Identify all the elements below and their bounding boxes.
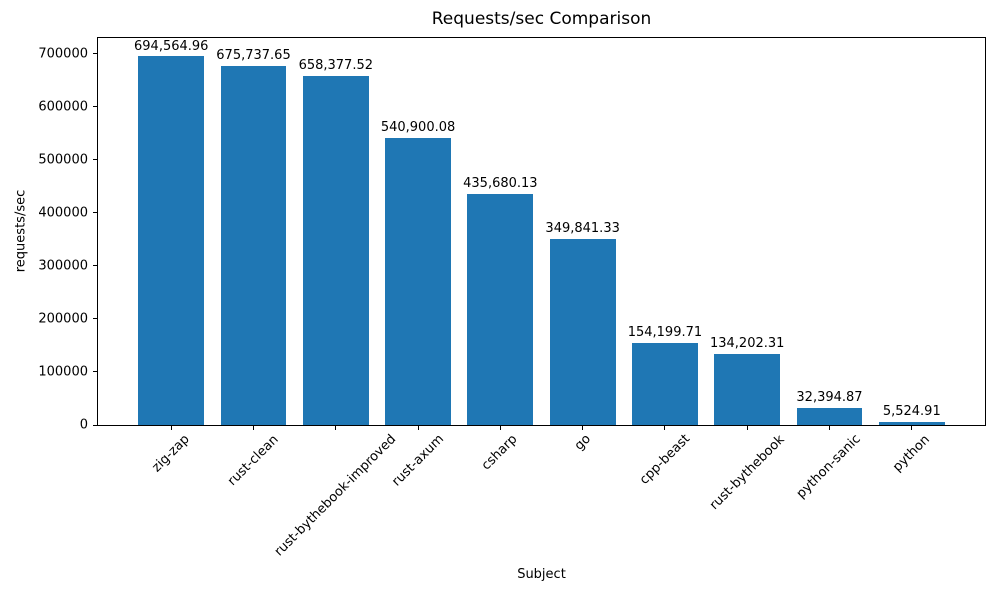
bar-value-label: 5,524.91 <box>882 404 941 420</box>
x-tick-label: rust-bythebook-improved <box>271 431 400 560</box>
y-tick-label: 0 <box>79 417 88 433</box>
bar-value-label: 154,199.71 <box>627 325 703 341</box>
y-tick-label: 700000 <box>38 46 88 62</box>
bar-value-label: 32,394.87 <box>796 389 863 405</box>
x-tick-label: python <box>890 431 934 475</box>
x-axis-label: Subject <box>517 567 566 582</box>
x-tick-mark <box>828 425 830 430</box>
x-tick-mark <box>746 425 748 430</box>
bar-python <box>878 422 945 425</box>
y-tick-label: 500000 <box>38 152 88 168</box>
y-tick-label: 300000 <box>38 258 88 274</box>
y-tick-mark <box>93 371 98 373</box>
y-tick-label: 200000 <box>38 311 88 327</box>
plot-area: 0 100000 200000 300000 400000 500000 600000 700… <box>38 37 986 559</box>
x-tick-label: csharp <box>479 432 521 474</box>
y-tick-mark <box>93 424 98 426</box>
x-tick-label: rust-clean <box>225 431 282 489</box>
bar-value-label: 540,900.08 <box>380 120 456 136</box>
y-tick-label: 600000 <box>38 99 88 115</box>
y-tick-label: 100000 <box>38 364 88 380</box>
x-tick-label: cpp-beast <box>636 431 694 488</box>
x-tick-mark <box>911 425 913 430</box>
x-tick-mark <box>417 425 419 430</box>
bar-value-label: 134,202.31 <box>709 335 785 351</box>
x-tick-label: python-sanic <box>794 431 865 502</box>
x-tick-mark <box>253 425 254 430</box>
bar-value-label: 675,737.65 <box>216 48 291 64</box>
y-tick-mark <box>93 106 98 108</box>
bar-rust-bythebook-improved <box>302 75 369 425</box>
x-tick-label: zig-zap <box>149 431 193 476</box>
y-tick-mark <box>93 318 98 320</box>
x-tick-mark <box>499 425 501 430</box>
bar-zig-zap <box>138 56 205 425</box>
x-tick-mark <box>664 425 666 430</box>
bar-rust-bythebook <box>714 353 781 425</box>
bar-value-label: 435,680.13 <box>463 175 538 191</box>
bar-value-label: 658,377.52 <box>298 57 373 73</box>
bar-csharp <box>467 193 534 425</box>
x-tick-mark <box>582 425 584 430</box>
chart-title: Requests/sec Comparison <box>431 9 652 29</box>
y-tick-label: 400000 <box>38 205 88 221</box>
bar-value-label: 349,841.33 <box>545 221 620 237</box>
bar-value-label: 694,564.96 <box>134 38 209 54</box>
x-tick-label: go <box>571 431 594 454</box>
x-tick-label: rust-bythebook <box>706 431 788 513</box>
y-tick-mark <box>93 212 98 214</box>
bar-go <box>549 239 616 425</box>
bar-python-sanic <box>796 407 863 425</box>
y-tick-mark <box>93 159 98 161</box>
x-tick-mark <box>335 425 337 430</box>
bar-rust-axum <box>385 137 451 425</box>
x-tick-mark <box>170 425 172 430</box>
y-axis-label: requests/sec <box>13 189 29 273</box>
y-tick-mark <box>93 53 98 55</box>
bar-cpp-beast <box>632 343 698 425</box>
y-tick-mark <box>93 265 98 267</box>
bar-rust-clean <box>220 66 287 425</box>
